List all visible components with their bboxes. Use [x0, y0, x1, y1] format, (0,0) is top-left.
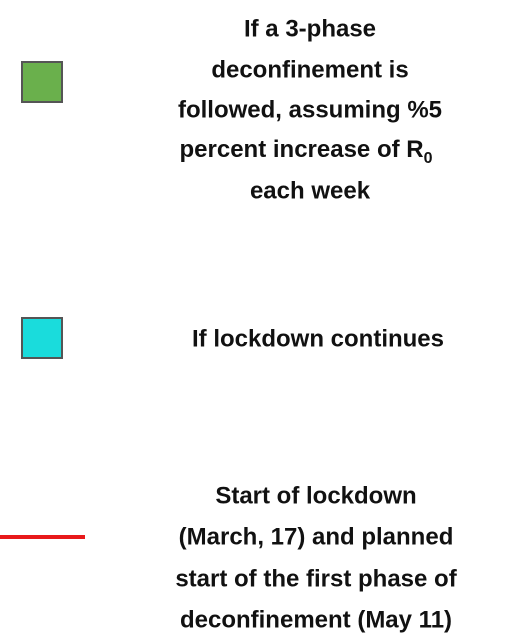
legend-label: Start of lockdown [215, 482, 416, 509]
legend-label: If lockdown continues [192, 325, 444, 352]
legend-label-line: percent increase of R [180, 136, 424, 163]
legend-label: each week [250, 177, 371, 204]
legend-label-subscript: 0 [424, 150, 433, 167]
legend-label: deconfinement (May 11) [180, 606, 452, 633]
legend-label: start of the first phase of [175, 565, 457, 592]
legend-label: followed, assuming %5 [178, 96, 442, 123]
legend-swatch [21, 61, 63, 103]
legend-label: If a 3-phase [244, 15, 376, 42]
legend-label: deconfinement is [211, 56, 408, 83]
legend-label: percent increase of R0 [180, 136, 433, 167]
legend-swatch [21, 317, 63, 359]
legend-label: (March, 17) and planned [179, 523, 454, 550]
